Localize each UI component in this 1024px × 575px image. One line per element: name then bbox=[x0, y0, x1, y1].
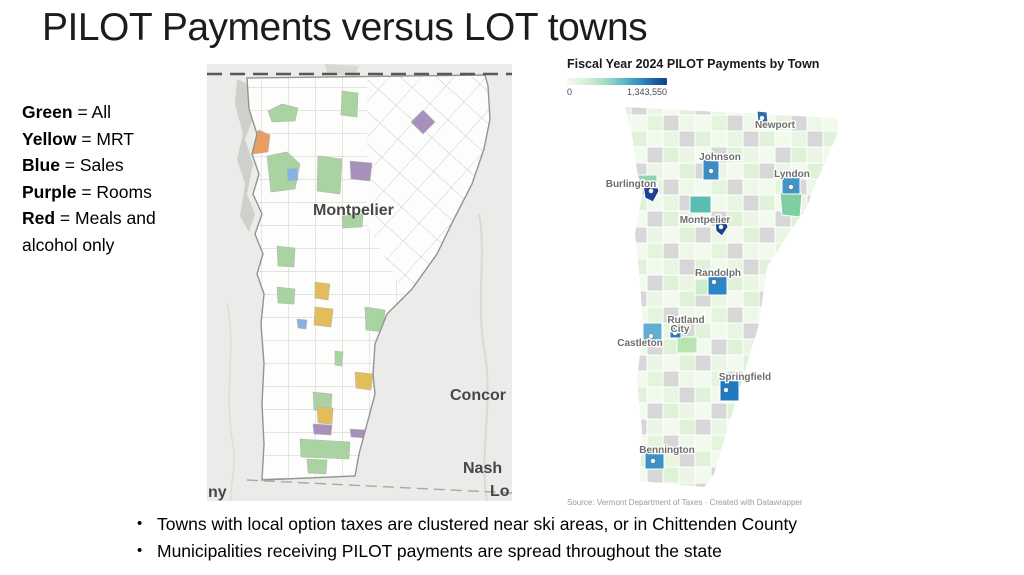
chart-title: Fiscal Year 2024 PILOT Payments by Town bbox=[567, 57, 820, 71]
lot-town-mrt bbox=[316, 406, 334, 425]
lot-town-all bbox=[276, 245, 296, 268]
legend-term: Purple bbox=[22, 181, 77, 202]
label-newport: Newport bbox=[755, 120, 796, 131]
lot-town-all bbox=[334, 350, 344, 367]
lot-town-sales bbox=[286, 167, 299, 182]
town-midgreen bbox=[779, 191, 803, 218]
bullet-pilot-towns: Municipalities receiving PILOT payments … bbox=[133, 538, 953, 565]
lot-town-rooms bbox=[312, 423, 333, 436]
town-bennington bbox=[644, 448, 665, 470]
label-johnson: Johnson bbox=[699, 152, 741, 163]
legend-item-purple: Purple = Rooms bbox=[22, 179, 190, 206]
legend-rest: = Sales bbox=[59, 155, 124, 175]
lot-town-all bbox=[341, 213, 364, 229]
lot-town-mrt bbox=[354, 371, 374, 391]
label-lyndon: Lyndon bbox=[774, 169, 810, 180]
town-castleton bbox=[642, 322, 663, 343]
label-montpelier: Montpelier bbox=[680, 215, 731, 226]
label-albany: ny bbox=[208, 484, 227, 501]
label-concord: Concor bbox=[450, 387, 506, 404]
lot-town-all bbox=[267, 103, 299, 123]
lot-town-rooms bbox=[349, 160, 373, 182]
legend-item-green: Green = All bbox=[22, 99, 190, 126]
legend-rest: = All bbox=[72, 102, 112, 122]
lake-champlain bbox=[235, 79, 255, 232]
legend-rest: = Meals and alcohol only bbox=[22, 208, 156, 255]
label-rutland: Rutland bbox=[667, 315, 704, 326]
legend-rest: = MRT bbox=[76, 128, 135, 149]
lot-town-mrt bbox=[313, 306, 334, 328]
takeaway-bullets: Towns with local option taxes are cluste… bbox=[133, 511, 953, 564]
town-dot-markers bbox=[648, 115, 794, 464]
town-teal bbox=[689, 195, 712, 214]
legend-term: Green bbox=[22, 102, 73, 122]
lot-town-mrt bbox=[314, 281, 331, 301]
scale-max-label: 1,343,550 bbox=[626, 87, 667, 97]
label-castleton: Castleton bbox=[617, 338, 663, 349]
road-line bbox=[226, 303, 235, 501]
legend-rest: = Rooms bbox=[76, 181, 152, 202]
river-line bbox=[478, 213, 489, 501]
lot-town-all bbox=[299, 438, 351, 460]
lot-map-svg: Montpelier Concor Nash Lo ny bbox=[207, 64, 512, 501]
lot-town-all bbox=[316, 155, 343, 195]
lot-town-all bbox=[340, 90, 359, 118]
town-lyndon bbox=[781, 173, 801, 195]
pilot-highlight-towns bbox=[642, 110, 801, 470]
label-springfield: Springfield bbox=[719, 372, 771, 383]
label-nashua: Nash bbox=[463, 460, 502, 477]
town-randolph bbox=[707, 273, 728, 296]
scale-min-label: 0 bbox=[567, 87, 573, 97]
town-midgreen bbox=[676, 336, 698, 354]
label-burlington: Burlington bbox=[606, 179, 657, 190]
legend-term: Yellow bbox=[22, 128, 77, 149]
legend-term: Red bbox=[22, 208, 56, 228]
lot-color-key: Green = All Yellow = MRT Blue = Sales Pu… bbox=[22, 99, 190, 258]
lot-town-sales bbox=[296, 318, 308, 330]
label-montpelier: Montpelier bbox=[313, 202, 394, 219]
color-scale-bar bbox=[567, 78, 667, 85]
legend-term: Blue bbox=[22, 155, 60, 175]
town-springfield bbox=[719, 378, 740, 402]
massachusetts-border bbox=[246, 479, 512, 494]
legend-item-blue: Blue = Sales bbox=[22, 152, 190, 179]
lot-town-all bbox=[306, 458, 328, 475]
lot-town-rooms bbox=[410, 109, 436, 135]
pilot-map-svg: Newport Johnson Burlington Lyndon Montpe… bbox=[604, 107, 839, 487]
label-randolph: Randolph bbox=[695, 268, 741, 279]
pilot-payments-map: Fiscal Year 2024 PILOT Payments by Town … bbox=[567, 57, 857, 507]
source-attribution: Source: Vermont Department of Taxes · Cr… bbox=[567, 498, 803, 507]
color-scale-labels: 0 1,343,550 bbox=[567, 87, 667, 97]
label-rutland-city: City bbox=[671, 324, 690, 335]
bullet-lot-towns: Towns with local option taxes are cluste… bbox=[133, 511, 953, 538]
vermont-outline bbox=[246, 74, 491, 481]
legend-item-yellow: Yellow = MRT bbox=[22, 126, 190, 153]
lot-town-all bbox=[276, 286, 296, 305]
pilot-town-labels: Newport Johnson Burlington Lyndon Montpe… bbox=[604, 119, 811, 458]
lot-towns-map: Montpelier Concor Nash Lo ny bbox=[207, 64, 512, 501]
page-title: PILOT Payments versus LOT towns bbox=[42, 6, 648, 49]
label-lowell: Lo bbox=[490, 483, 510, 500]
legend-item-red: Red = Meals and alcohol only bbox=[22, 205, 190, 258]
label-bennington: Bennington bbox=[639, 445, 695, 456]
